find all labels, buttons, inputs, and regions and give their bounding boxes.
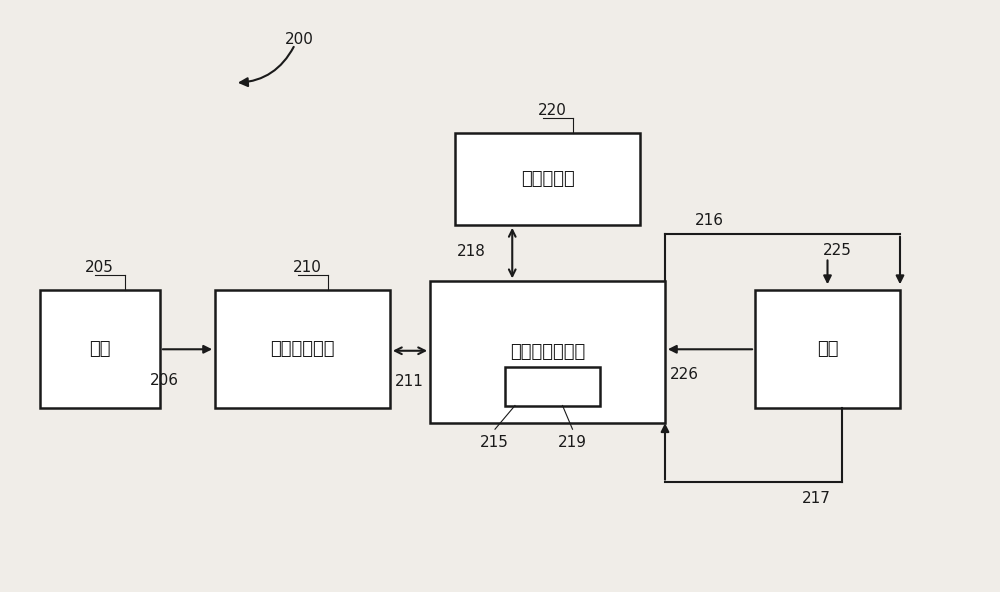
Text: 218: 218 <box>457 244 486 259</box>
Text: 200: 200 <box>285 33 314 47</box>
Text: 219: 219 <box>558 435 586 450</box>
Text: 217: 217 <box>802 491 831 506</box>
Bar <box>505 367 600 406</box>
Text: 数字设备控制器: 数字设备控制器 <box>510 343 585 361</box>
Text: 215: 215 <box>480 435 509 450</box>
Bar <box>430 281 665 423</box>
Text: 220: 220 <box>538 104 566 118</box>
Text: 206: 206 <box>150 373 179 388</box>
Text: 设备: 设备 <box>817 340 838 358</box>
Bar <box>455 133 640 225</box>
Text: 205: 205 <box>85 260 114 275</box>
Text: 逻辑解算器: 逻辑解算器 <box>521 170 574 188</box>
Text: 按鈕: 按鈕 <box>89 340 111 358</box>
Text: 逻辑控制面板: 逻辑控制面板 <box>270 340 335 358</box>
Text: 226: 226 <box>670 367 699 382</box>
Text: 211: 211 <box>395 374 424 390</box>
Bar <box>755 290 900 408</box>
Bar <box>215 290 390 408</box>
Text: 225: 225 <box>822 243 851 258</box>
Text: 216: 216 <box>695 213 724 228</box>
Bar <box>40 290 160 408</box>
Text: 210: 210 <box>292 260 321 275</box>
